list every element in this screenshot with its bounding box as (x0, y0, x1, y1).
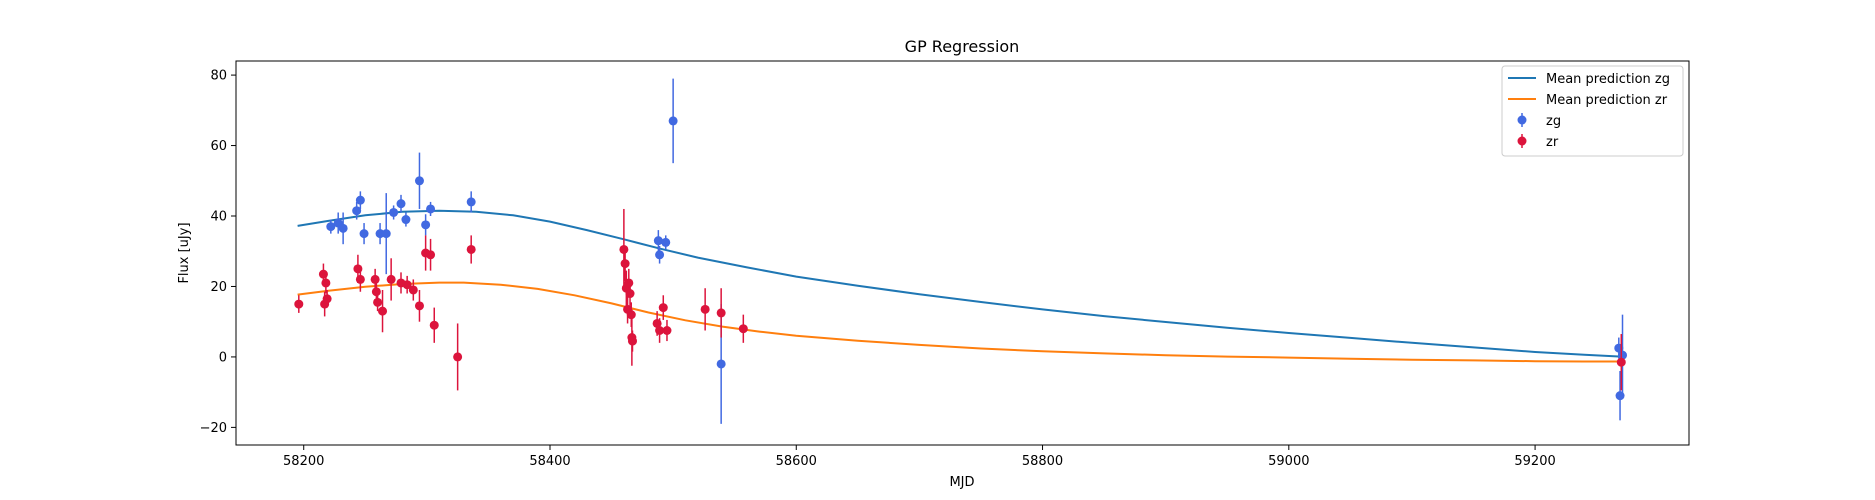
point-zr-35 (716, 308, 726, 318)
x-tick-label-59000: 59000 (1268, 454, 1309, 469)
point-zg-2 (338, 223, 348, 233)
y-tick-label-80: 80 (210, 69, 227, 84)
point-zr-8 (371, 287, 381, 297)
point-zr-22 (620, 259, 630, 269)
x-tick-label-59200: 59200 (1514, 454, 1555, 469)
point-zg-22 (1618, 350, 1628, 360)
plot-frame (235, 60, 1690, 446)
point-zr-33 (662, 326, 672, 336)
legend: Mean prediction zg Mean prediction zr zg… (1501, 65, 1684, 157)
x-tick-label-58800: 58800 (1022, 454, 1063, 469)
point-zg-5 (359, 229, 369, 239)
legend-swatch-zr-points (1517, 134, 1527, 148)
y-tick-label-60: 60 (210, 139, 227, 154)
point-zr-31 (655, 326, 665, 336)
point-zg-16 (655, 250, 665, 260)
axes-layer: 58200 58400 58600 58800 59000 59200 −20 0 20 40 60… (200, 69, 1556, 469)
series-zr (294, 208, 1626, 391)
legend-label-zg: zg (1546, 114, 1561, 129)
y-tick-label-40: 40 (210, 210, 227, 225)
point-zg-6 (375, 229, 385, 239)
y-axis-label: Flux [uJy] (177, 222, 192, 283)
point-zr-6 (355, 274, 365, 284)
y-tick-label--20: −20 (200, 421, 227, 436)
point-zr-18 (429, 320, 439, 330)
point-zr-26 (625, 289, 635, 299)
x-tick-label-58200: 58200 (283, 454, 324, 469)
point-zg-12 (421, 220, 431, 230)
plot-layer (294, 78, 1628, 424)
point-zg-8 (389, 207, 399, 217)
point-zr-9 (373, 297, 383, 307)
point-zr-10 (378, 306, 388, 316)
point-zg-4 (355, 195, 365, 205)
legend-label-mean-zg: Mean prediction zg (1546, 72, 1670, 87)
point-zg-7 (381, 229, 391, 239)
point-zr-20 (466, 244, 476, 254)
point-zg-0 (326, 222, 336, 232)
point-zr-37 (1616, 357, 1626, 367)
point-zr-21 (619, 244, 629, 254)
legend-label-mean-zr: Mean prediction zr (1546, 93, 1668, 108)
legend-label-zr: zr (1546, 135, 1559, 150)
point-zr-7 (370, 274, 380, 284)
point-zr-29 (627, 336, 637, 346)
line-mean-prediction-zr (297, 281, 1622, 363)
point-zg-11 (414, 176, 424, 186)
point-zr-36 (738, 324, 748, 334)
point-zg-19 (716, 359, 726, 369)
point-zr-13 (402, 280, 412, 290)
legend-box (1501, 65, 1684, 157)
point-zr-0 (294, 299, 304, 309)
point-zr-32 (658, 303, 668, 313)
point-zg-15 (653, 236, 663, 246)
point-zr-25 (624, 278, 634, 288)
point-zg-9 (396, 199, 406, 209)
point-zg-3 (352, 206, 362, 216)
point-zr-15 (414, 301, 424, 311)
x-tick-label-58400: 58400 (529, 454, 570, 469)
x-axis-label: MJD (949, 475, 974, 490)
y-tick-label-20: 20 (210, 280, 227, 295)
point-zg-18 (668, 116, 678, 126)
point-zg-14 (466, 197, 476, 207)
point-zr-3 (321, 278, 331, 288)
point-zg-10 (401, 215, 411, 225)
x-tick-label-58600: 58600 (776, 454, 817, 469)
point-zr-19 (453, 352, 463, 362)
point-zr-14 (408, 285, 418, 295)
point-zr-17 (426, 250, 436, 260)
point-zr-11 (386, 274, 396, 284)
point-zg-17 (661, 237, 671, 247)
y-tick-label-0: 0 (219, 350, 227, 365)
point-zr-4 (322, 294, 332, 304)
point-zr-34 (700, 304, 710, 314)
line-mean-prediction-zg (297, 209, 1622, 358)
legend-swatch-zg-points (1517, 113, 1527, 127)
point-zg-13 (426, 204, 436, 214)
chart-title: GP Regression (905, 37, 1020, 56)
